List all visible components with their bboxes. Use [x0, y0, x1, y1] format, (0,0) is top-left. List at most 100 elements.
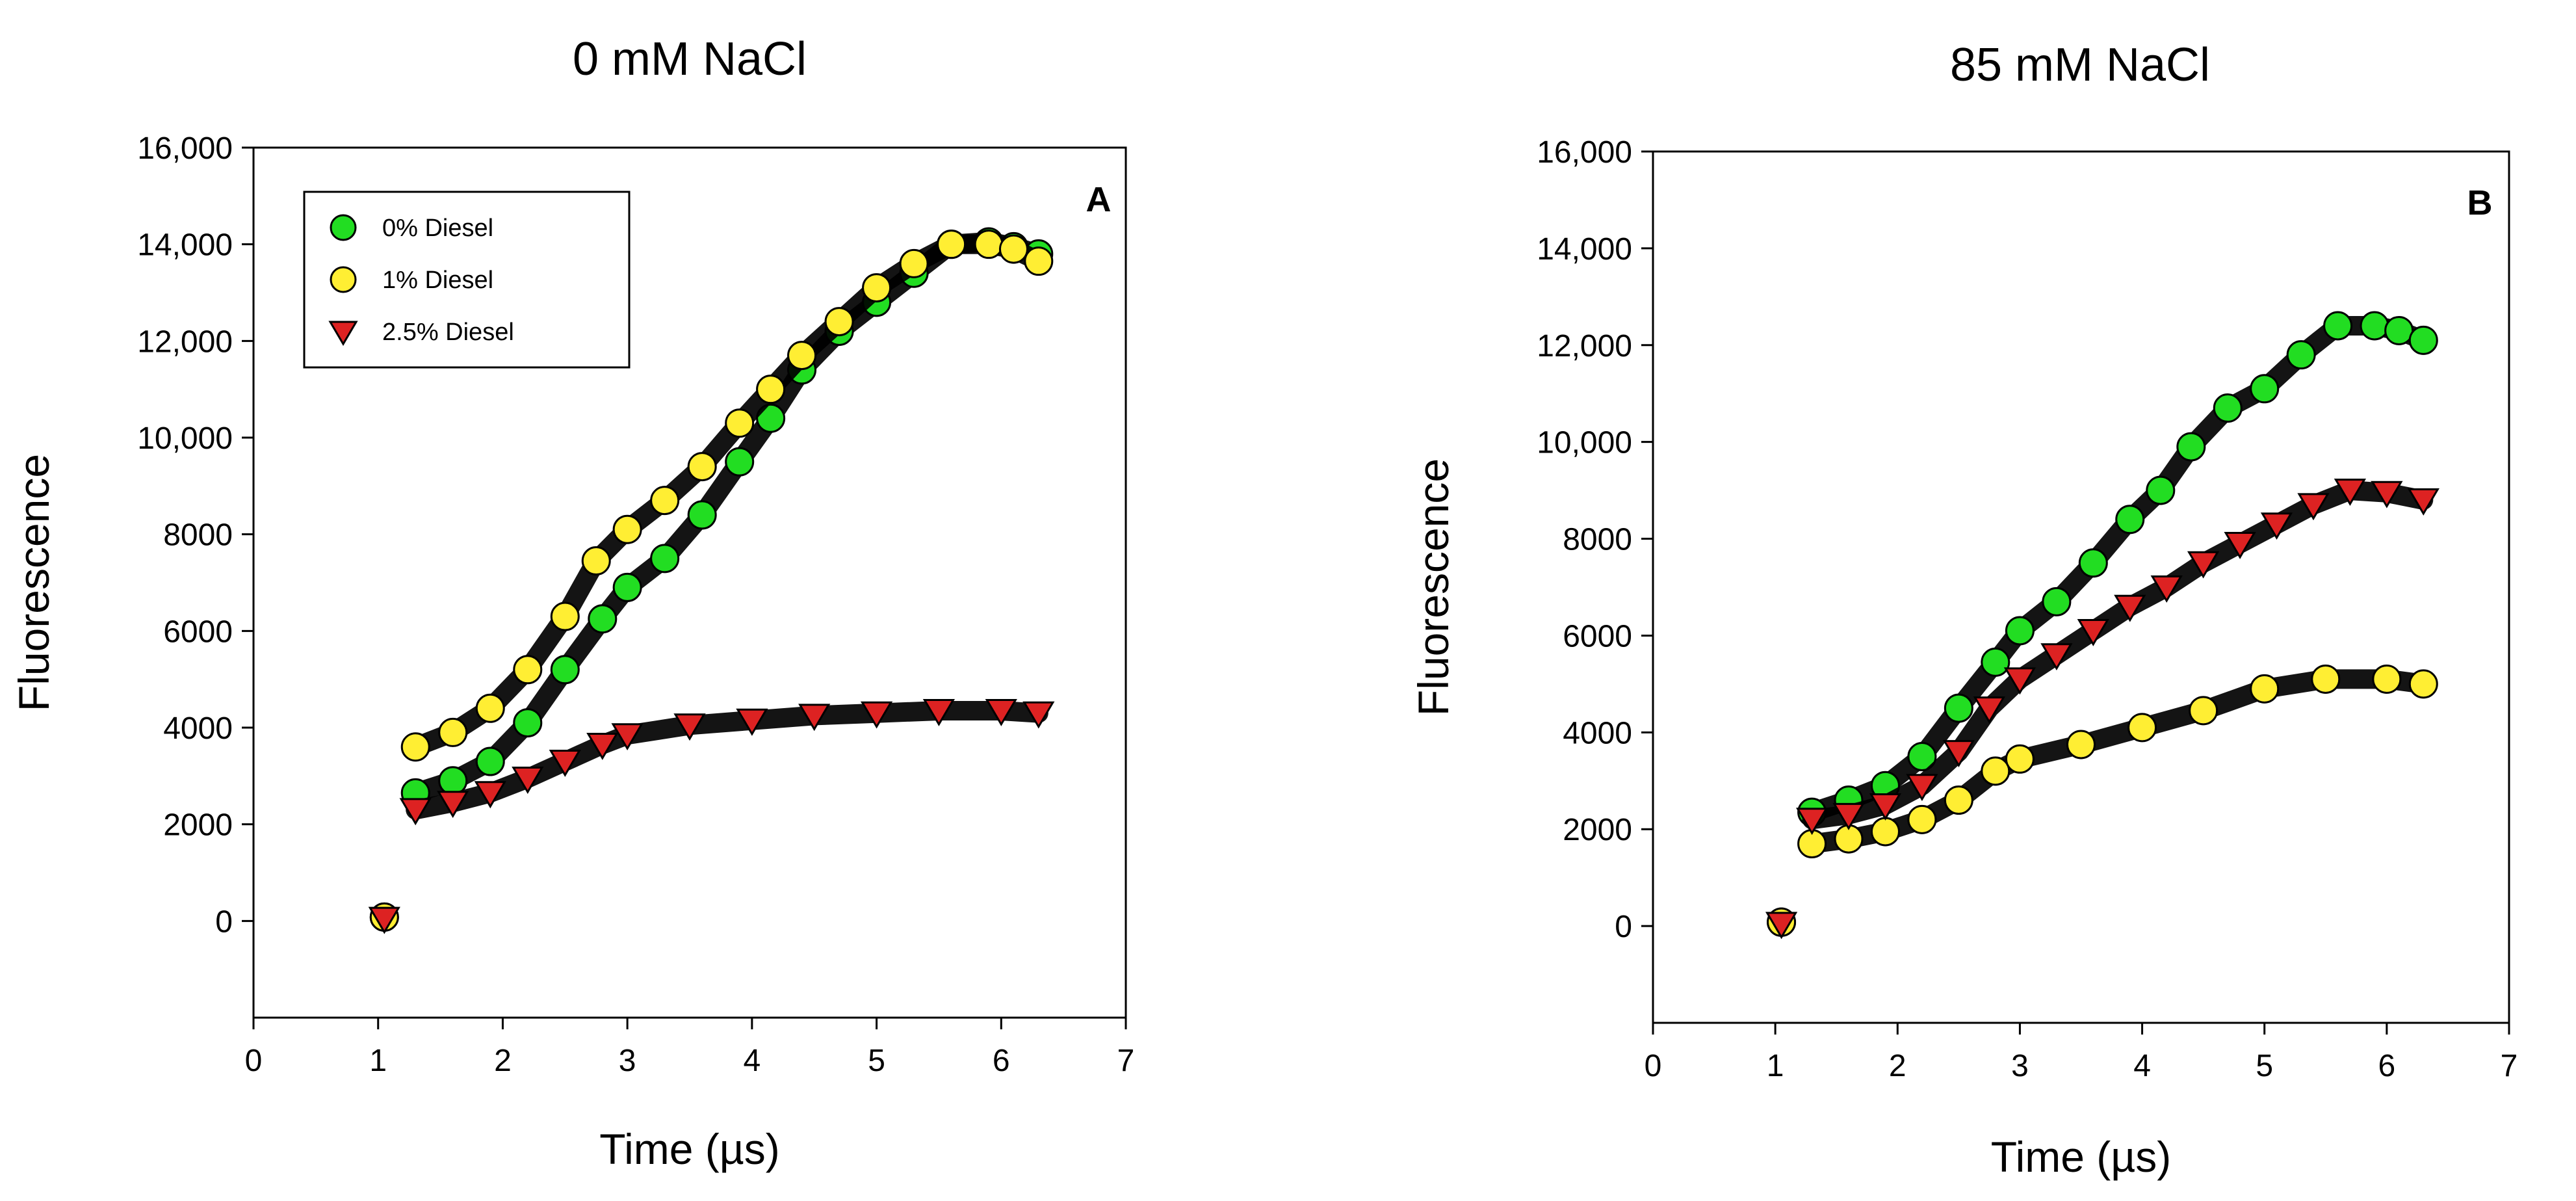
- plot-frame: [252, 146, 1127, 1019]
- data-point-0-2-4: [512, 767, 544, 794]
- data-point-0-2-8: [673, 713, 706, 741]
- y-tick-label: 0: [1615, 910, 1632, 944]
- data-point-0-2-0: [368, 906, 400, 934]
- x-tick-label: 3: [2011, 1049, 2029, 1083]
- x-tick-label: 7: [1117, 1044, 1135, 1078]
- data-point-1-0-18: [2384, 315, 2414, 345]
- y-tick-label: 12,000: [1537, 329, 1632, 363]
- data-point-0-2-6: [586, 733, 619, 760]
- data-point-0-1-4: [513, 655, 543, 685]
- data-point-1-1-12: [2311, 664, 2341, 694]
- y-tick-label: 8000: [163, 518, 233, 553]
- chart-title: 85 mM NaCl: [1950, 39, 2210, 91]
- x-tick-label: 7: [2501, 1049, 2518, 1083]
- data-point-1-1-14: [2408, 669, 2438, 699]
- data-point-0-0-7: [612, 572, 642, 602]
- data-point-0-1-7: [612, 514, 642, 544]
- series-group: [1765, 311, 2439, 940]
- x-axis-label: Time (µs): [1991, 1133, 2172, 1181]
- data-point-1-2-4: [1906, 774, 1938, 802]
- data-point-1-0-15: [2286, 340, 2316, 370]
- data-point-0-0-5: [550, 655, 580, 685]
- data-point-0-1-3: [475, 693, 505, 723]
- legend-marker: [330, 266, 357, 293]
- y-tick-label: 12,000: [137, 324, 233, 359]
- data-point-0-2-14: [1022, 701, 1055, 729]
- data-point-0-2-7: [611, 723, 644, 751]
- data-point-0-0-10: [725, 447, 755, 477]
- data-point-1-2-1: [1795, 808, 1828, 836]
- data-point-0-2-5: [549, 750, 581, 777]
- x-tick-label: 6: [993, 1044, 1010, 1078]
- x-tick-label: 5: [2256, 1049, 2273, 1083]
- data-point-1-2-5: [1942, 740, 1975, 767]
- data-point-1-0-6: [1981, 647, 2010, 677]
- data-point-1-0-4: [1907, 742, 1937, 772]
- data-point-0-1-1: [400, 732, 430, 762]
- data-point-0-2-9: [736, 708, 768, 736]
- y-tick-label: 10,000: [137, 421, 233, 456]
- y-tick-label: 4000: [163, 711, 233, 746]
- x-tick-label: 2: [494, 1044, 512, 1078]
- data-point-1-0-9: [2078, 548, 2108, 578]
- data-point-0-0-3: [475, 746, 505, 776]
- data-point-1-2-12: [2187, 551, 2220, 579]
- data-point-0-2-3: [474, 781, 506, 809]
- x-axis-label: Time (µs): [599, 1125, 780, 1173]
- data-point-1-1-3: [1870, 817, 1900, 847]
- y-tick-label: 2000: [163, 808, 233, 843]
- x-tick-label: 5: [868, 1044, 885, 1078]
- series-group: [368, 227, 1055, 934]
- data-point-0-1-10: [725, 408, 755, 438]
- data-point-1-0-16: [2323, 311, 2353, 341]
- data-point-0-0-4: [513, 708, 543, 738]
- data-point-1-2-11: [2150, 575, 2183, 603]
- data-point-1-2-18: [2407, 488, 2439, 516]
- y-tick-label: 4000: [1563, 716, 1632, 750]
- y-axis-label: Fluorescence: [10, 454, 58, 711]
- y-tick-label: 16,000: [1537, 135, 1632, 170]
- data-point-0-2-10: [798, 704, 831, 732]
- y-axis-label: Fluorescence: [1409, 458, 1457, 716]
- legend-label: 2.5% Diesel: [382, 319, 514, 346]
- data-point-1-2-15: [2297, 493, 2330, 521]
- x-tick-label: 4: [744, 1044, 761, 1078]
- chart-panel-B: 85 mM NaCl 0 1 2 3 4 5 6 7 0 2000 4000 6000 8000 10,00…: [1409, 39, 2517, 1181]
- data-point-0-1-8: [650, 486, 680, 516]
- data-point-0-1-16: [937, 230, 967, 259]
- legend-marker: [330, 214, 357, 241]
- data-point-0-1-18: [998, 234, 1028, 264]
- data-point-1-2-13: [2224, 532, 2256, 559]
- data-point-0-1-5: [550, 601, 580, 631]
- data-point-1-0-12: [2176, 432, 2206, 462]
- data-point-0-2-11: [860, 701, 893, 729]
- data-point-1-1-9: [2127, 713, 2157, 743]
- data-point-0-1-9: [687, 452, 717, 482]
- y-tick-label: 6000: [1563, 619, 1632, 653]
- y-tick-label: 10,000: [1537, 426, 1632, 460]
- x-tick-label: 6: [2378, 1049, 2396, 1083]
- data-point-1-0-11: [2146, 475, 2176, 505]
- data-point-0-0-8: [650, 544, 680, 574]
- panel-letter: B: [2467, 183, 2493, 222]
- legend-marker: [328, 321, 358, 346]
- x-tick-label: 3: [619, 1044, 636, 1078]
- data-point-1-2-17: [2371, 481, 2403, 508]
- data-point-0-1-14: [862, 273, 892, 303]
- data-point-0-1-2: [438, 717, 468, 747]
- data-point-0-1-15: [899, 248, 929, 278]
- y-tick-label: 6000: [163, 614, 233, 649]
- data-point-0-2-2: [437, 791, 469, 819]
- data-point-1-2-9: [2077, 619, 2109, 646]
- data-point-1-0-19: [2408, 325, 2438, 355]
- chart-title: 0 mM NaCl: [573, 33, 807, 85]
- legend-label: 0% Diesel: [382, 215, 493, 242]
- x-tick-label: 1: [369, 1044, 387, 1078]
- data-point-1-2-16: [2334, 479, 2367, 506]
- y-tick-label: 2000: [1563, 813, 1632, 847]
- data-point-0-1-17: [974, 230, 1004, 259]
- data-point-0-2-12: [922, 699, 956, 726]
- y-tick-label: 0: [215, 904, 233, 939]
- data-point-1-2-7: [2003, 667, 2036, 695]
